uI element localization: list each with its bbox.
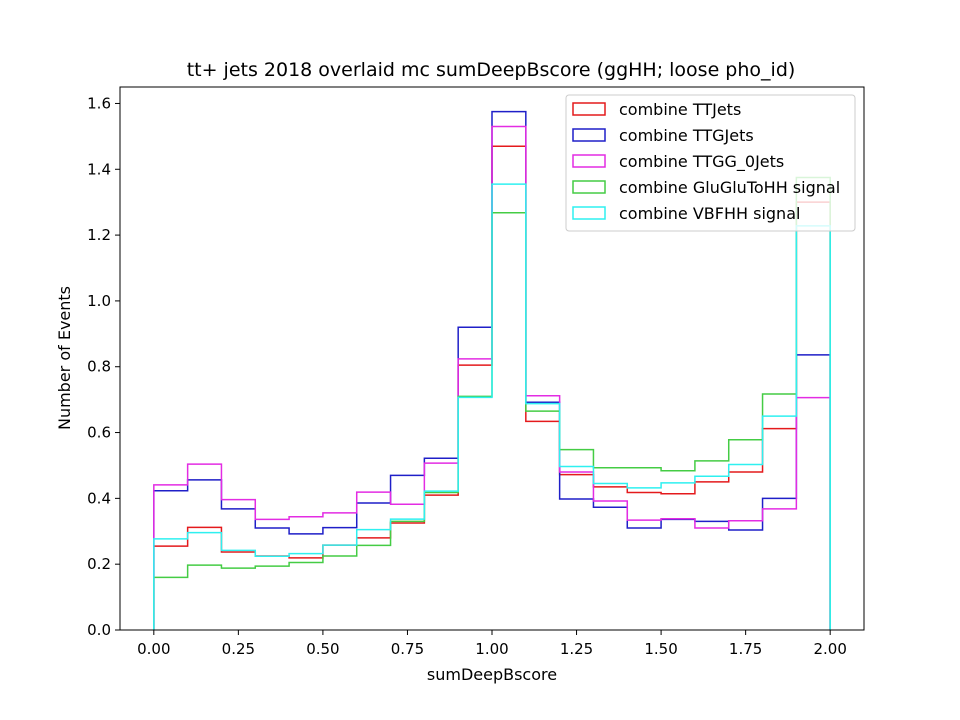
- plot-series: [153, 110, 831, 630]
- x-axis-title: sumDeepBscore: [427, 665, 557, 684]
- legend-swatch-1: [572, 128, 606, 142]
- x-tick-label: 1.25: [560, 640, 593, 658]
- legend-label-2: combine TTGG_0Jets: [619, 152, 784, 172]
- series-line-4: [153, 183, 831, 630]
- legend-swatch-3: [572, 180, 606, 194]
- legend-label-4: combine VBFHH signal: [619, 204, 800, 223]
- y-tick-label: 1.6: [87, 94, 111, 112]
- x-tick-label: 0.25: [222, 640, 255, 658]
- x-tick-label: 2.00: [813, 640, 846, 658]
- x-tick-label: 0.50: [306, 640, 339, 658]
- y-tick-label: 0.4: [87, 489, 111, 507]
- legend-box: [565, 94, 856, 232]
- y-tick-label: 1.0: [87, 292, 111, 310]
- chart-title: tt+ jets 2018 overlaid mc sumDeepBscore …: [187, 59, 796, 81]
- x-tick-label: 1.00: [475, 640, 508, 658]
- legend-swatch-0: [572, 102, 606, 116]
- y-tick-label: 1.4: [87, 160, 111, 178]
- x-tick-label: 0.00: [137, 640, 170, 658]
- legend: combine TTJets combine TTGJets combine TTG…: [565, 94, 856, 232]
- y-tick-label: 0.2: [87, 555, 111, 573]
- legend-label-1: combine TTGJets: [619, 126, 754, 145]
- legend-label-0: combine TTJets: [619, 100, 741, 119]
- legend-swatch-4: [572, 206, 606, 220]
- y-axis-title: Number of Events: [55, 286, 74, 430]
- y-tick-label: 1.2: [87, 226, 111, 244]
- x-tick-label: 1.50: [644, 640, 677, 658]
- y-tick-label: 0.8: [87, 358, 111, 376]
- x-tick-label: 1.75: [729, 640, 762, 658]
- x-tick-label: 0.75: [391, 640, 424, 658]
- y-tick-label: 0.6: [87, 424, 111, 442]
- legend-label-3: combine GluGluToHH signal: [619, 178, 840, 197]
- y-tick-label: 0.0: [87, 621, 111, 639]
- x-axis: 0.00 0.25 0.50 0.75 1.00 1.25 1.50 1.75 2.00: [137, 630, 847, 658]
- y-axis: 0.0 0.2 0.4 0.6 0.8 1.0 1.2 1.4 1.6: [87, 94, 120, 639]
- legend-swatch-2: [572, 154, 606, 168]
